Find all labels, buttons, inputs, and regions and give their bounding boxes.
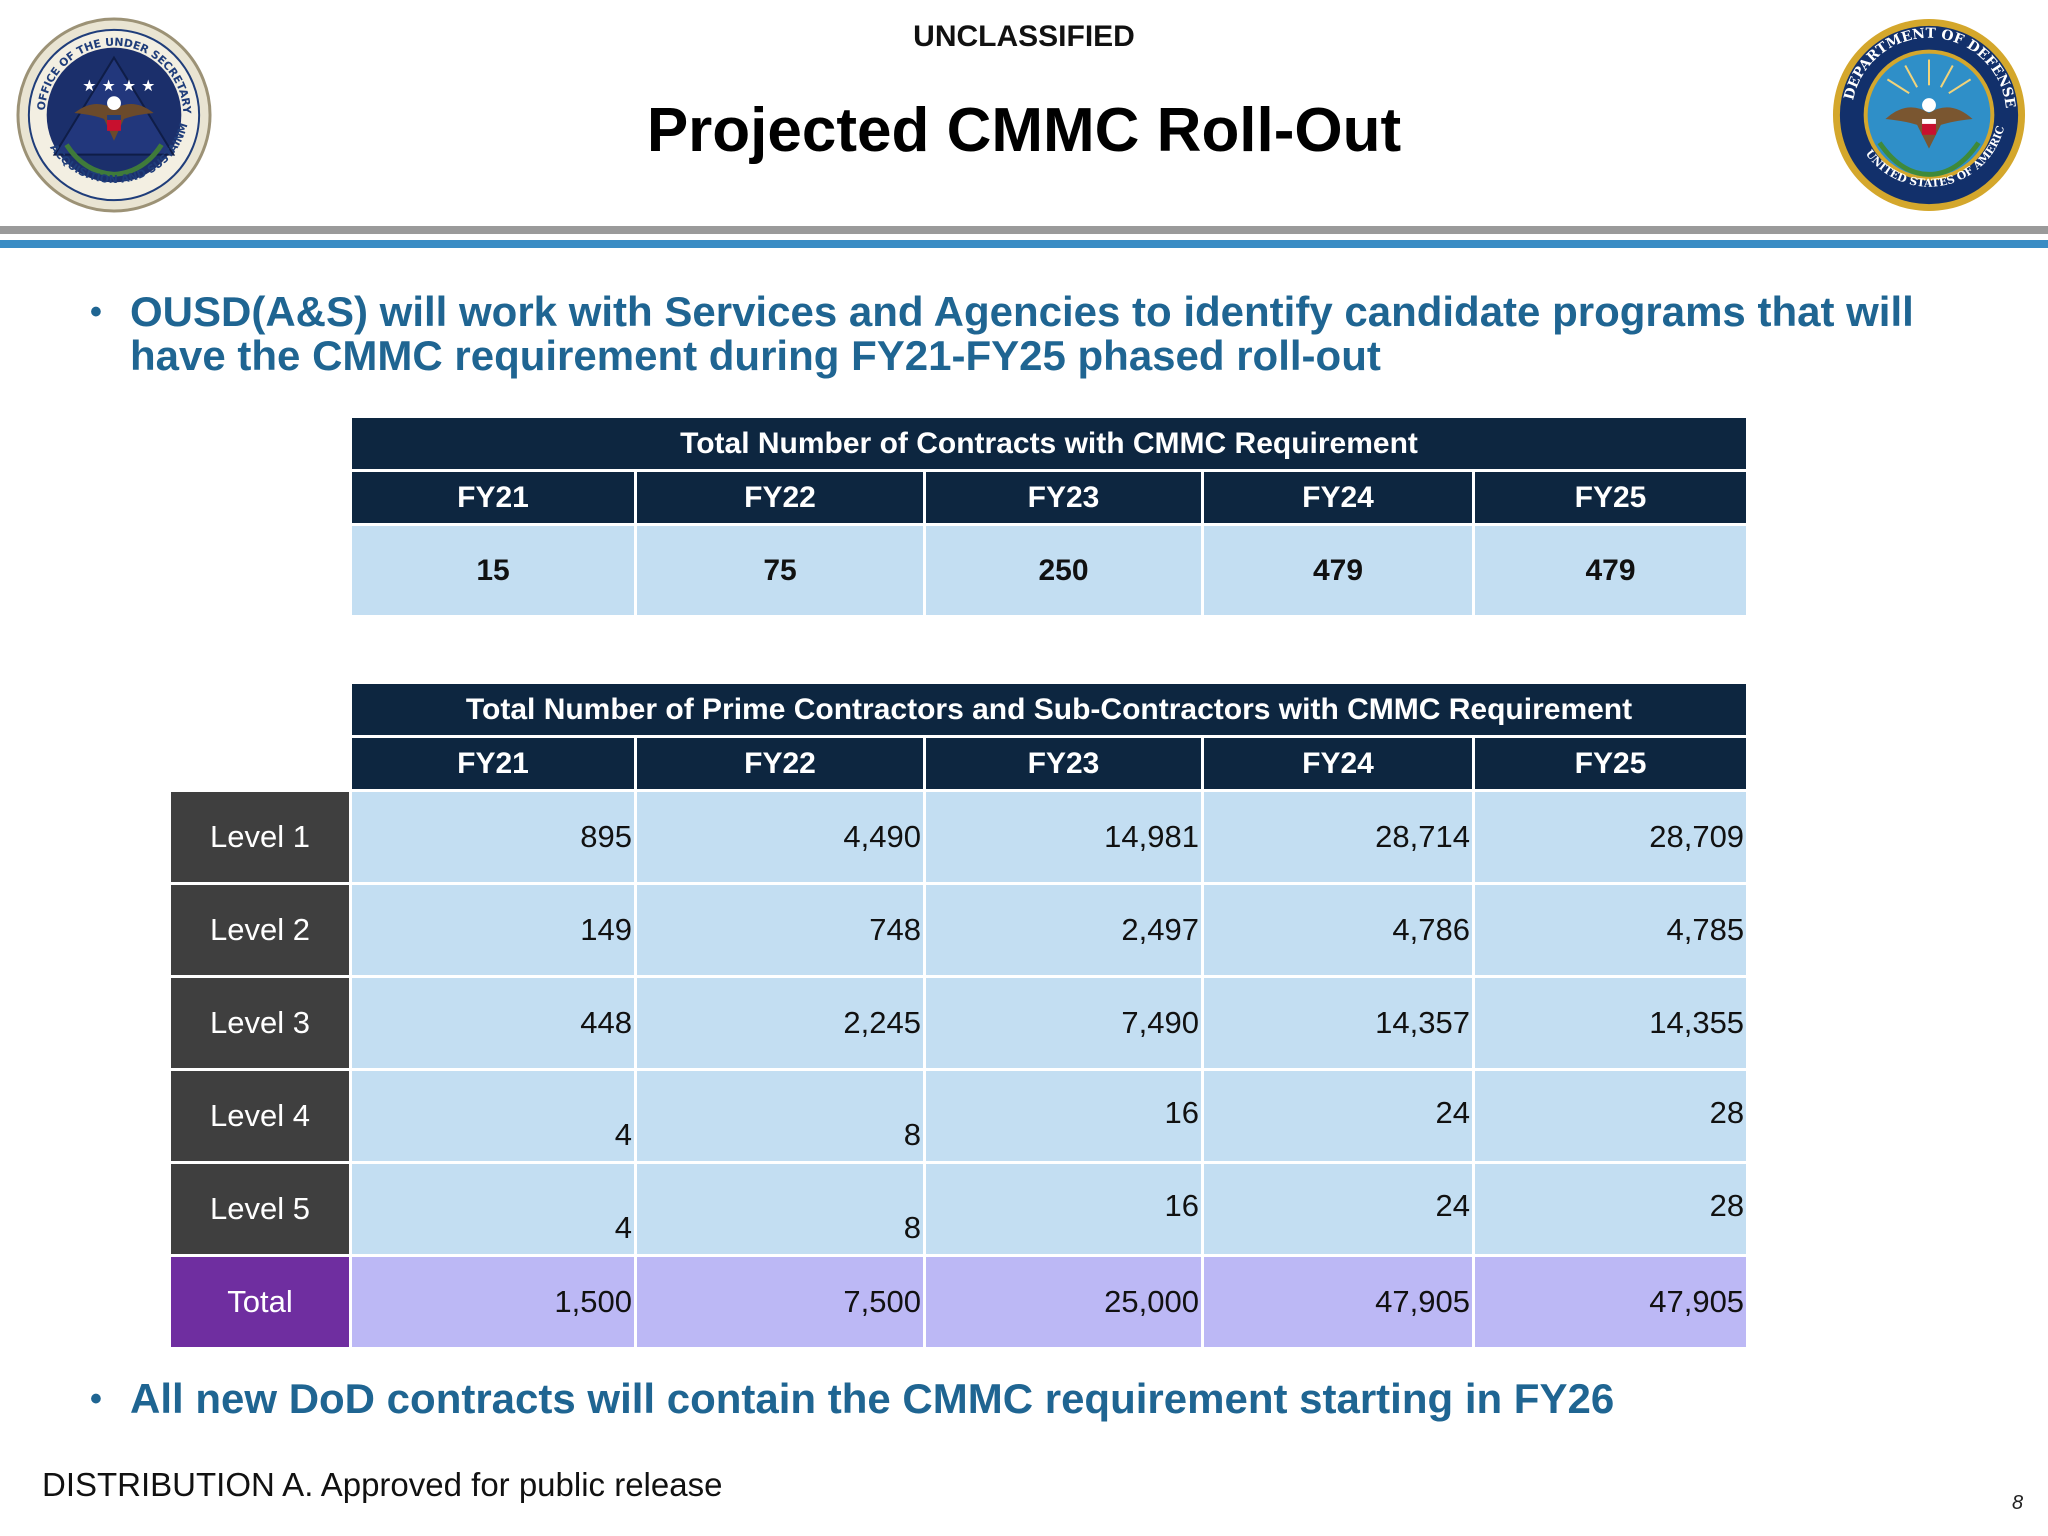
table-cell-total: 7,500 [634,1254,926,1350]
table-cell: 4,785 [1471,882,1750,978]
table-cell: 14,357 [1201,975,1475,1071]
table-cell: 24 [1201,1161,1475,1257]
column-header: FY23 [923,735,1204,792]
table-cell: 16 [923,1068,1204,1164]
table-cell: 479 [1201,523,1475,618]
svg-text:★ ★: ★ ★ [82,76,115,95]
slide-title: Projected CMMC Roll-Out [646,96,1402,165]
table-row-level-2: Level 2 149 748 2,497 4,786 4,785 [168,882,1750,978]
table-cell: 15 [349,523,637,618]
table-cell: 28,714 [1201,789,1475,885]
table-cell: 16 [923,1161,1204,1257]
table-cell: 14,355 [1471,975,1750,1071]
contractors-table-title: Total Number of Prime Contractors and Su… [348,681,1750,738]
table-row-level-1: Level 1 895 4,490 14,981 28,714 28,709 [168,789,1750,885]
column-header: FY24 [1201,469,1475,526]
ousd-as-seal-icon: ★ ★ ★ ★ OFFICE OF THE UNDER SECRETARY OF… [15,16,212,213]
column-header: FY25 [1471,735,1750,792]
bullet-dot-icon: • [90,1380,102,1418]
column-header: FY25 [1471,469,1750,526]
row-label: Level 2 [168,882,352,978]
table-cell: 895 [349,789,637,885]
table-row-level-5: Level 5 4 8 16 24 28 [168,1161,1750,1257]
table-cell: 250 [923,523,1204,618]
table-cell: 7,490 [923,975,1204,1071]
row-label: Level 1 [168,789,352,885]
distribution-statement: DISTRIBUTION A. Approved for public rele… [42,1466,723,1503]
bullet-text: All new DoD contracts will contain the C… [130,1375,1615,1422]
table-row-level-4: Level 4 4 8 16 24 28 [168,1068,1750,1164]
department-of-defense-seal-icon: DEPARTMENT OF DEFENSE UNITED STATES OF A… [1830,16,2026,212]
header-rule-blue [0,240,2048,248]
table-cell: 8 [634,1068,926,1164]
table-cell: 149 [349,882,637,978]
table-row-level-3: Level 3 448 2,245 7,490 14,357 14,355 [168,975,1750,1071]
contracts-table-title: Total Number of Contracts with CMMC Requ… [348,415,1750,472]
row-label-total: Total [168,1254,352,1350]
table-cell-total: 47,905 [1471,1254,1750,1350]
table-cell-total: 1,500 [349,1254,637,1350]
table-cell: 75 [634,523,926,618]
column-header: FY22 [634,469,926,526]
contracts-table: Total Number of Contracts with CMMC Requ… [348,415,1750,618]
table-row-total: Total 1,500 7,500 25,000 47,905 47,905 [168,1254,1750,1350]
table-cell: 4,490 [634,789,926,885]
svg-text:★ ★: ★ ★ [122,76,155,95]
table-cell: 4,786 [1201,882,1475,978]
table-cell: 28 [1471,1068,1750,1164]
classification-marking: UNCLASSIFIED [913,20,1135,53]
bullet-candidate-programs: • OUSD(A&S) will work with Services and … [90,290,1990,378]
column-header: FY21 [349,469,637,526]
table-row: 15 75 250 479 479 [349,523,1750,618]
header-rule-gray [0,226,2048,234]
table-cell: 28,709 [1471,789,1750,885]
table-cell: 28 [1471,1161,1750,1257]
column-header: FY21 [349,735,637,792]
table-cell: 2,245 [634,975,926,1071]
row-label: Level 4 [168,1068,352,1164]
bullet-fy26-requirement: • All new DoD contracts will contain the… [90,1377,1990,1421]
table-cell: 24 [1201,1068,1475,1164]
table-cell: 748 [634,882,926,978]
contractors-table: Total Number of Prime Contractors and Su… [168,681,1750,1350]
bullet-dot-icon: • [90,293,102,331]
column-header: FY23 [923,469,1204,526]
table-cell: 14,981 [923,789,1204,885]
bullet-text: OUSD(A&S) will work with Services and Ag… [130,288,1914,379]
page-number: 8 [2012,1492,2024,1514]
table-cell: 448 [349,975,637,1071]
row-label: Level 5 [168,1161,352,1257]
column-header: FY24 [1201,735,1475,792]
table-cell: 4 [349,1068,637,1164]
table-cell: 8 [634,1161,926,1257]
table-cell: 4 [349,1161,637,1257]
table-cell-total: 47,905 [1201,1254,1475,1350]
table-cell: 479 [1471,523,1750,618]
row-label: Level 3 [168,975,352,1071]
table-cell-total: 25,000 [923,1254,1204,1350]
column-header: FY22 [634,735,926,792]
table-cell: 2,497 [923,882,1204,978]
